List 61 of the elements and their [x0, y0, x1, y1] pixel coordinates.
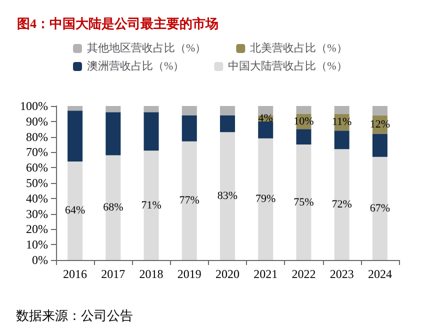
- bar: [334, 130, 350, 150]
- legend-label: 其他地区营收占比（%）: [87, 42, 206, 54]
- bar: [296, 129, 312, 144]
- y-tick-label: 80%: [26, 130, 48, 144]
- source-note: 数据来源：公司公告: [16, 308, 133, 323]
- legend-label: 澳洲营收占比（%）: [87, 60, 184, 72]
- data-label: 67%: [370, 202, 390, 214]
- x-tick-label: 2022: [292, 267, 316, 281]
- bar: [182, 115, 197, 142]
- data-label: 83%: [217, 190, 238, 202]
- y-tick-label: 90%: [26, 114, 48, 128]
- bar: [258, 121, 274, 138]
- bar: [258, 138, 274, 260]
- data-label: 68%: [103, 202, 124, 214]
- bar: [182, 141, 197, 260]
- data-label: 79%: [256, 193, 276, 206]
- bar: [296, 144, 312, 260]
- chart-title: 图4：中国大陆是公司最主要的市场: [17, 16, 218, 31]
- bar: [68, 161, 83, 260]
- data-label: 77%: [179, 194, 200, 207]
- x-tick-label: 2020: [216, 267, 240, 281]
- data-label: 72%: [332, 198, 352, 211]
- data-label: 64%: [64, 204, 86, 217]
- y-tick-label: 50%: [26, 176, 48, 190]
- bar: [220, 115, 235, 132]
- x-tick-label: 2019: [177, 267, 202, 281]
- y-tick-label: 100%: [20, 99, 48, 113]
- y-tick-label: 0%: [32, 253, 48, 267]
- legend-label: 北美营收占比（%）: [250, 42, 348, 54]
- bar: [372, 134, 388, 157]
- bar: [68, 106, 83, 111]
- x-tick-label: 2023: [330, 267, 354, 281]
- bar: [106, 112, 121, 156]
- bar: [334, 149, 350, 260]
- data-label: 4%: [258, 112, 273, 124]
- data-label: 75%: [294, 196, 314, 208]
- bar: [258, 106, 274, 116]
- bar: [372, 106, 388, 116]
- legend-label: 中国大陆营收占比（%）: [228, 60, 348, 72]
- x-tick-label: 2024: [368, 267, 392, 281]
- bar: [334, 106, 350, 114]
- bar: [144, 150, 159, 260]
- bar: [68, 110, 83, 162]
- x-tick-label: 2021: [254, 267, 278, 281]
- y-tick-label: 10%: [26, 238, 48, 252]
- x-tick-label: 2016: [63, 267, 88, 281]
- bar: [144, 106, 159, 112]
- bar: [106, 106, 121, 112]
- y-tick-label: 20%: [26, 222, 48, 236]
- y-tick-label: 60%: [26, 160, 48, 175]
- x-tick-label: 2018: [139, 267, 164, 281]
- data-label: 71%: [141, 199, 162, 212]
- bar: [182, 106, 197, 116]
- x-tick-label: 2017: [101, 267, 126, 281]
- bar: [106, 155, 121, 260]
- y-tick-label: 40%: [26, 191, 48, 206]
- bar: [220, 106, 235, 116]
- y-tick-label: 70%: [26, 145, 48, 160]
- y-tick-label: 30%: [26, 206, 48, 221]
- bar: [144, 112, 159, 151]
- bar: [296, 106, 312, 114]
